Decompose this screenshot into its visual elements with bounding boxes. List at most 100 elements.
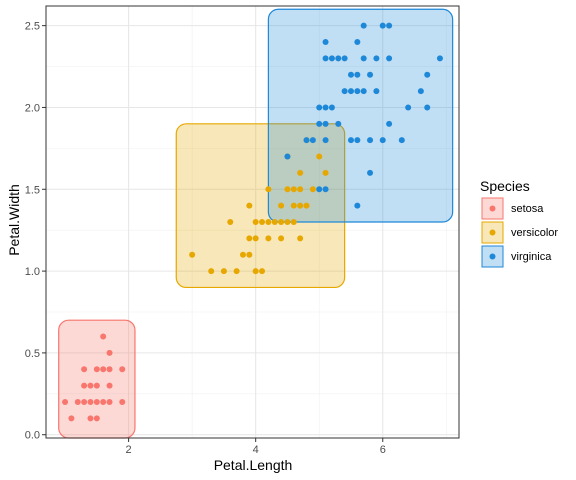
point-virginica xyxy=(348,88,354,94)
x-tick-label: 4 xyxy=(253,444,259,456)
point-virginica xyxy=(284,154,290,160)
point-virginica xyxy=(348,137,354,143)
point-versicolor xyxy=(265,219,271,225)
point-virginica xyxy=(424,104,430,110)
point-virginica xyxy=(361,23,367,29)
point-virginica xyxy=(323,104,329,110)
y-tick-label: 1.5 xyxy=(25,184,40,196)
point-setosa xyxy=(94,399,100,405)
point-versicolor xyxy=(189,252,195,258)
point-versicolor xyxy=(291,219,297,225)
legend-title: Species xyxy=(480,178,530,194)
x-axis-title: Petal.Length xyxy=(214,457,293,473)
point-setosa xyxy=(87,383,93,389)
point-setosa xyxy=(81,399,87,405)
point-versicolor xyxy=(246,252,252,258)
point-virginica xyxy=(380,137,386,143)
point-setosa xyxy=(107,350,113,356)
point-virginica xyxy=(354,88,360,94)
legend-key-point-virginica xyxy=(490,254,496,260)
point-versicolor xyxy=(323,170,329,176)
y-tick-label: 0.0 xyxy=(25,430,40,442)
point-versicolor xyxy=(253,219,259,225)
y-tick-label: 0.5 xyxy=(25,348,40,360)
point-virginica xyxy=(361,88,367,94)
point-virginica xyxy=(329,55,335,61)
point-versicolor xyxy=(246,235,252,241)
point-versicolor xyxy=(208,268,214,274)
y-tick-label: 2.5 xyxy=(25,21,40,33)
point-setosa xyxy=(94,415,100,421)
point-virginica xyxy=(354,203,360,209)
point-versicolor xyxy=(316,154,322,160)
point-virginica xyxy=(354,137,360,143)
point-virginica xyxy=(405,104,411,110)
point-virginica xyxy=(367,137,373,143)
point-virginica xyxy=(367,170,373,176)
point-virginica xyxy=(386,23,392,29)
point-setosa xyxy=(68,415,74,421)
point-virginica xyxy=(342,88,348,94)
x-tick-label: 2 xyxy=(126,444,132,456)
legend-label-versicolor: versicolor xyxy=(511,227,558,239)
point-virginica xyxy=(316,186,322,192)
point-versicolor xyxy=(265,186,271,192)
point-versicolor xyxy=(272,219,278,225)
point-virginica xyxy=(335,55,341,61)
point-virginica xyxy=(399,137,405,143)
point-virginica xyxy=(310,137,316,143)
point-virginica xyxy=(323,55,329,61)
point-setosa xyxy=(94,366,100,372)
point-setosa xyxy=(81,366,87,372)
point-virginica xyxy=(323,39,329,45)
point-setosa xyxy=(87,399,93,405)
point-virginica xyxy=(380,23,386,29)
point-virginica xyxy=(367,72,373,78)
point-virginica xyxy=(386,121,392,127)
point-versicolor xyxy=(297,235,303,241)
point-setosa xyxy=(100,366,106,372)
point-virginica xyxy=(316,104,322,110)
point-versicolor xyxy=(259,219,265,225)
point-setosa xyxy=(119,366,125,372)
point-setosa xyxy=(107,383,113,389)
point-setosa xyxy=(94,383,100,389)
point-versicolor xyxy=(240,252,246,258)
point-virginica xyxy=(348,72,354,78)
legend-key-point-setosa xyxy=(490,206,496,212)
point-virginica xyxy=(316,121,322,127)
point-setosa xyxy=(107,366,113,372)
point-virginica xyxy=(354,39,360,45)
point-virginica xyxy=(418,88,424,94)
point-versicolor xyxy=(278,203,284,209)
point-versicolor xyxy=(297,170,303,176)
point-virginica xyxy=(373,55,379,61)
point-setosa xyxy=(81,383,87,389)
point-setosa xyxy=(107,399,113,405)
point-setosa xyxy=(75,399,81,405)
point-versicolor xyxy=(304,203,310,209)
y-axis-title: Petal.Width xyxy=(6,184,22,256)
point-setosa xyxy=(87,415,93,421)
point-virginica xyxy=(424,72,430,78)
point-virginica xyxy=(329,104,335,110)
point-setosa xyxy=(119,399,125,405)
point-virginica xyxy=(354,72,360,78)
point-setosa xyxy=(62,399,68,405)
point-versicolor xyxy=(259,268,265,274)
legend-label-setosa: setosa xyxy=(511,203,544,215)
point-versicolor xyxy=(221,268,227,274)
point-setosa xyxy=(100,399,106,405)
point-versicolor xyxy=(310,186,316,192)
point-virginica xyxy=(342,55,348,61)
point-versicolor xyxy=(227,219,233,225)
point-versicolor xyxy=(291,186,297,192)
point-virginica xyxy=(335,121,341,127)
point-versicolor xyxy=(278,219,284,225)
point-versicolor xyxy=(234,268,240,274)
point-versicolor xyxy=(297,186,303,192)
legend-label-virginica: virginica xyxy=(511,251,552,263)
x-tick-label: 6 xyxy=(380,444,386,456)
